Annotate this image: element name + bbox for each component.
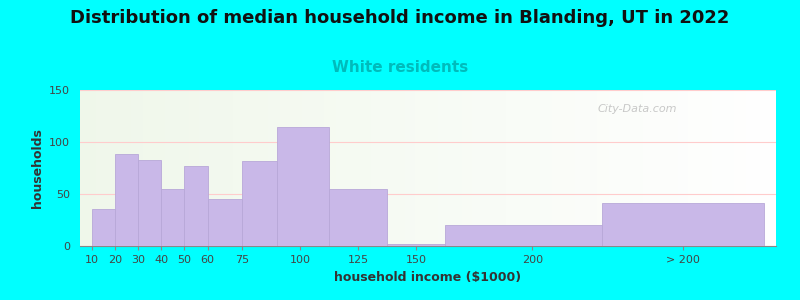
Text: White residents: White residents bbox=[332, 60, 468, 75]
Text: City-Data.com: City-Data.com bbox=[597, 104, 677, 114]
Bar bbox=[92, 208, 115, 246]
Bar bbox=[387, 244, 446, 246]
Bar bbox=[138, 160, 161, 246]
Bar bbox=[278, 128, 330, 246]
X-axis label: household income ($1000): household income ($1000) bbox=[334, 271, 522, 284]
Y-axis label: households: households bbox=[30, 128, 44, 208]
Bar bbox=[242, 161, 278, 246]
Bar bbox=[115, 154, 138, 246]
Text: Distribution of median household income in Blanding, UT in 2022: Distribution of median household income … bbox=[70, 9, 730, 27]
Bar bbox=[185, 166, 208, 246]
Bar bbox=[162, 189, 185, 246]
Bar bbox=[602, 203, 765, 246]
Bar bbox=[208, 199, 242, 246]
Bar bbox=[330, 189, 387, 246]
Bar bbox=[446, 225, 602, 246]
